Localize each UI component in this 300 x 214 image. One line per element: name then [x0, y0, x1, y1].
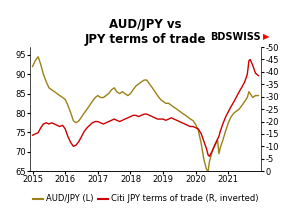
- Text: BDSWISS: BDSWISS: [210, 32, 261, 42]
- Text: ▶: ▶: [263, 32, 270, 41]
- Legend: AUD/JPY (L), Citi JPY terms of trade (R, inverted): AUD/JPY (L), Citi JPY terms of trade (R,…: [29, 191, 262, 207]
- Title: AUD/JPY vs
JPY terms of trade: AUD/JPY vs JPY terms of trade: [85, 18, 206, 46]
